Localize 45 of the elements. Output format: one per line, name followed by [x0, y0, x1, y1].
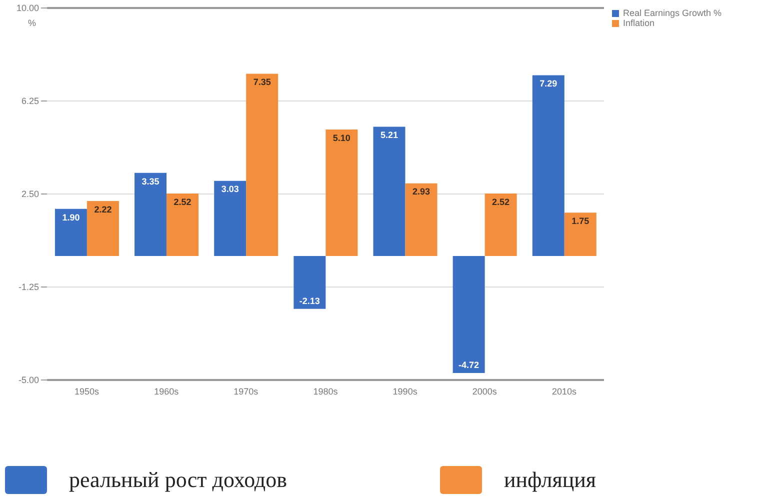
- bar: [484, 194, 517, 256]
- x-tick-label: 1970s: [234, 386, 259, 396]
- bar: [326, 130, 358, 256]
- y-tick-label: -1.25: [18, 282, 39, 292]
- data-label: 3.03: [221, 184, 239, 194]
- x-tick-label: 1950s: [74, 386, 100, 396]
- bar: [373, 126, 406, 256]
- x-tick-label: 1980s: [313, 386, 338, 396]
- data-label: 5.10: [332, 132, 350, 143]
- bar: [564, 212, 596, 256]
- data-label: 5.21: [380, 130, 398, 140]
- data-label: 7.29: [540, 78, 558, 89]
- x-tick-label: 1960s: [154, 386, 180, 396]
- y-tick-label: 2.50: [21, 189, 39, 200]
- x-tick-label: 2000s: [472, 386, 498, 396]
- bar: [246, 74, 278, 256]
- bar: [405, 183, 438, 256]
- text: реальный рост доходов: [69, 467, 288, 493]
- data-label: 2.52: [492, 196, 510, 207]
- y-tick-label: 10.00: [16, 3, 39, 14]
- y-tick-label: 6.25: [21, 96, 39, 106]
- data-label: 2.93: [412, 186, 430, 197]
- data-label: 3.35: [142, 176, 160, 186]
- legend-label: Inflation: [623, 18, 655, 28]
- bar: [54, 208, 87, 256]
- bar: [134, 172, 167, 256]
- data-label: -2.13: [299, 296, 320, 306]
- bar: [452, 256, 485, 374]
- data-label: -4.72: [458, 360, 480, 370]
- text: инфляция: [504, 467, 596, 493]
- y-tick-label: -5.00: [18, 375, 39, 386]
- bar: [214, 180, 246, 256]
- data-label: 1.90: [62, 212, 80, 222]
- data-label: 2.52: [174, 196, 192, 207]
- data-label: 7.35: [253, 77, 271, 88]
- data-label: 1.75: [572, 216, 590, 226]
- legend-label: Real Earnings Growth %: [623, 8, 722, 18]
- bar: [532, 75, 564, 256]
- bar: [166, 194, 199, 256]
- y-axis-title: %: [28, 18, 36, 28]
- x-tick-label: 2010s: [552, 386, 577, 396]
- x-tick-label: 1990s: [392, 386, 418, 396]
- data-label: 2.22: [94, 204, 112, 214]
- bar: [86, 200, 119, 256]
- bar: [294, 256, 326, 309]
